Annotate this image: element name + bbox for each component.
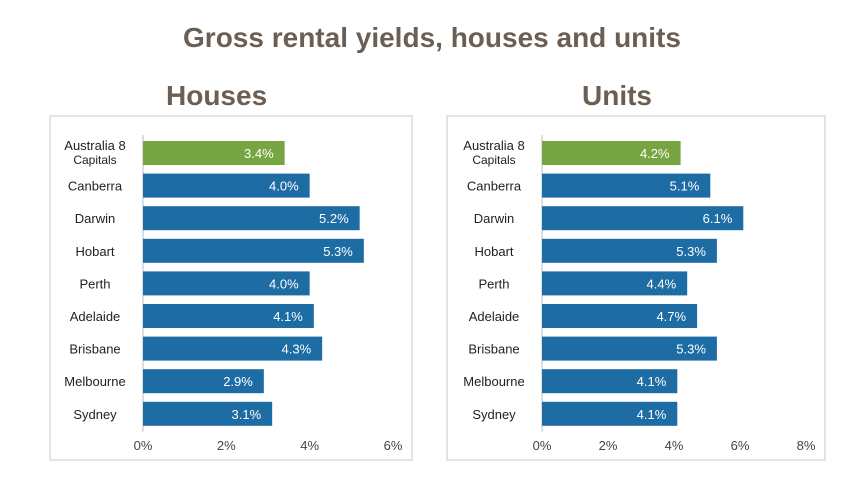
houses-bar-adelaide bbox=[143, 304, 314, 328]
units-category-label: Sydney bbox=[472, 407, 516, 422]
houses-value-label: 2.9% bbox=[223, 374, 253, 389]
units-value-label: 4.1% bbox=[637, 374, 667, 389]
houses-bar-hobart bbox=[143, 238, 364, 263]
units-category-label: Adelaide bbox=[469, 309, 520, 324]
units-value-label: 5.1% bbox=[670, 179, 700, 194]
units-value-label: 4.1% bbox=[637, 407, 667, 422]
houses-x-tick-label: 4% bbox=[300, 438, 319, 453]
units-x-tick-label: 8% bbox=[797, 438, 816, 453]
houses-bar-melbourne bbox=[143, 369, 264, 394]
houses-chart-frame bbox=[49, 115, 413, 461]
units-category-label: Hobart bbox=[474, 244, 513, 259]
houses-x-tick-label: 0% bbox=[134, 438, 153, 453]
units-bar-adelaide bbox=[542, 304, 698, 328]
houses-value-label: 5.2% bbox=[319, 211, 349, 226]
chart-title: Gross rental yields, houses and units bbox=[183, 22, 681, 53]
houses-category-label: Adelaide bbox=[70, 309, 121, 324]
houses-category-label: Melbourne bbox=[64, 374, 125, 389]
units-bar-perth bbox=[542, 271, 688, 296]
units-value-label: 4.2% bbox=[640, 146, 670, 161]
houses-x-tick-label: 6% bbox=[384, 438, 403, 453]
houses-bar-sydney bbox=[143, 401, 273, 426]
units-bar-brisbane bbox=[542, 336, 717, 361]
houses-x-tick-label: 2% bbox=[217, 438, 236, 453]
units-x-tick-label: 6% bbox=[731, 438, 750, 453]
units-x-tick-label: 0% bbox=[533, 438, 552, 453]
units-value-label: 6.1% bbox=[703, 211, 733, 226]
units-category-label: Australia 8 Capitals bbox=[463, 138, 524, 167]
units-bar-hobart bbox=[542, 238, 717, 263]
houses-value-label: 4.3% bbox=[282, 342, 312, 357]
units-value-label: 4.4% bbox=[647, 276, 677, 291]
units-bar-australia-8-capitals bbox=[542, 141, 681, 165]
units-category-label: Perth bbox=[478, 276, 509, 291]
units-bar-canberra bbox=[542, 173, 711, 198]
units-x-tick-label: 4% bbox=[665, 438, 684, 453]
houses-value-label: 5.3% bbox=[323, 244, 353, 259]
units-category-label: Darwin bbox=[474, 211, 514, 226]
units-bar-melbourne bbox=[542, 369, 678, 394]
units-panel-title: Units bbox=[582, 80, 652, 111]
units-bar-darwin bbox=[542, 206, 744, 231]
houses-value-label: 4.0% bbox=[269, 179, 299, 194]
houses-category-label: Brisbane bbox=[69, 342, 120, 357]
houses-value-label: 4.1% bbox=[273, 309, 303, 324]
units-category-label: Canberra bbox=[467, 179, 522, 194]
units-value-label: 4.7% bbox=[656, 309, 686, 324]
houses-bar-darwin bbox=[143, 206, 360, 231]
houses-value-label: 4.0% bbox=[269, 276, 299, 291]
houses-bar-canberra bbox=[143, 173, 310, 198]
units-value-label: 5.3% bbox=[676, 342, 706, 357]
houses-category-label: Sydney bbox=[73, 407, 117, 422]
houses-bar-brisbane bbox=[143, 336, 323, 361]
units-x-tick-label: 2% bbox=[599, 438, 618, 453]
houses-bar-australia-8-capitals bbox=[143, 141, 285, 165]
houses-category-label: Australia 8 Capitals bbox=[64, 138, 125, 167]
houses-value-label: 3.1% bbox=[232, 407, 262, 422]
houses-category-label: Canberra bbox=[68, 179, 123, 194]
houses-bar-perth bbox=[143, 271, 310, 296]
houses-category-label: Hobart bbox=[75, 244, 114, 259]
houses-category-label: Perth bbox=[79, 276, 110, 291]
units-bar-sydney bbox=[542, 401, 678, 426]
units-value-label: 5.3% bbox=[676, 244, 706, 259]
houses-panel-title: Houses bbox=[166, 80, 268, 111]
houses-category-label: Darwin bbox=[75, 211, 115, 226]
units-category-label: Melbourne bbox=[463, 374, 524, 389]
units-category-label: Brisbane bbox=[468, 342, 519, 357]
units-chart-frame bbox=[446, 115, 826, 461]
houses-value-label: 3.4% bbox=[244, 146, 274, 161]
